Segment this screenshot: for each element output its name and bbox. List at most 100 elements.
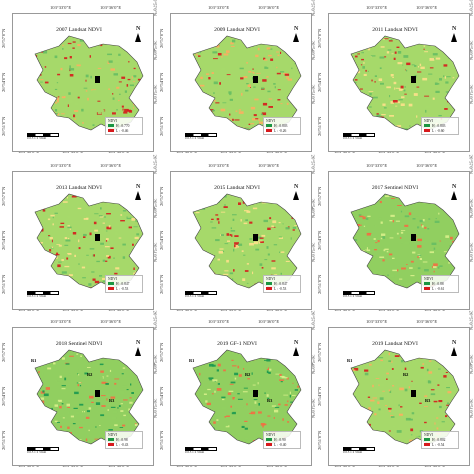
map-legend: NDVI H : 0.847 L : -0.53 bbox=[263, 275, 301, 293]
legend-high-value: H : 0.803 bbox=[274, 123, 288, 128]
scale-label: 0 0.5 1 2 3 Km bbox=[185, 135, 205, 140]
top-tick: 103°36'0"E bbox=[100, 5, 122, 10]
legend-low-value: L : -0.40 bbox=[274, 442, 287, 447]
left-tick: 26°51'0"N bbox=[1, 430, 6, 450]
ndvi-map bbox=[192, 35, 302, 131]
left-tick: 26°57'0"N bbox=[159, 342, 164, 362]
left-tick: 26°51'0"N bbox=[317, 430, 322, 450]
legend-high-value: H : 0.802 bbox=[432, 437, 446, 442]
legend-low-swatch bbox=[108, 443, 114, 446]
legend-low-swatch bbox=[266, 129, 272, 132]
map-frame: 2007 Landsat NDVI N NDVI H : 0.770 L : -0.46… bbox=[12, 13, 154, 152]
map-title: 2019 GF-1 NDVI bbox=[217, 341, 257, 347]
map-panel-9: 103°33'0"E103°36'0"E103°30'0"E103°33'0"E… bbox=[317, 311, 473, 468]
scale-bar: 0 0.5 1 2 3 Km bbox=[27, 291, 65, 298]
map-frame: 2018 Sentinel NDVI N R1 R2 R3 NDVI H : 0.98 L :… bbox=[12, 327, 154, 466]
top-tick: 103°36'0"E bbox=[416, 5, 438, 10]
north-arrow-icon: N bbox=[291, 184, 301, 200]
map-panel-5: 103°33'0"E103°36'0"E103°30'0"E103°33'0"E… bbox=[159, 155, 315, 312]
map-legend: NDVI H : 0.90 L : -0.40 bbox=[263, 431, 301, 449]
legend-low-swatch bbox=[424, 443, 430, 446]
top-tick: 103°33'0"E bbox=[208, 319, 230, 324]
legend-high-value: H : 0.90 bbox=[274, 437, 286, 442]
left-tick: 26°57'0"N bbox=[1, 28, 6, 48]
left-tick: 26°57'0"N bbox=[159, 28, 164, 48]
ndvi-map bbox=[192, 349, 302, 445]
left-tick: 26°54'0"N bbox=[159, 72, 164, 92]
ndvi-map bbox=[350, 35, 460, 131]
scale-label: 0 0.5 1 2 3 Km bbox=[343, 135, 363, 140]
region-label-r1: R1 bbox=[189, 358, 195, 363]
top-tick: 103°33'0"E bbox=[208, 5, 230, 10]
legend-low-swatch bbox=[424, 129, 430, 132]
legend-low-swatch bbox=[108, 287, 114, 290]
left-tick: 26°54'0"N bbox=[317, 230, 322, 250]
scale-label: 0 0.5 1 2 3 Km bbox=[27, 293, 47, 298]
region-label-r1: R1 bbox=[31, 358, 37, 363]
legend-title: NDVI bbox=[424, 433, 433, 437]
legend-high-value: H : 0.88 bbox=[432, 281, 444, 286]
map-title: 2013 Landsat NDVI bbox=[56, 185, 102, 191]
left-tick: 26°57'0"N bbox=[1, 342, 6, 362]
map-legend: NDVI H : 0.88 L : -0.61 bbox=[421, 275, 459, 293]
map-legend: NDVI H : 0.803 L : -0.26 bbox=[263, 117, 301, 135]
legend-low-swatch bbox=[266, 443, 272, 446]
legend-low-swatch bbox=[266, 287, 272, 290]
scale-bar-graphic bbox=[185, 133, 217, 137]
legend-low-value: L : -0.46 bbox=[116, 128, 129, 133]
top-tick: 103°33'0"E bbox=[50, 5, 72, 10]
legend-high-swatch bbox=[424, 124, 430, 127]
legend-title: NDVI bbox=[108, 277, 117, 281]
top-tick: 103°36'0"E bbox=[416, 163, 438, 168]
legend-high-swatch bbox=[108, 282, 114, 285]
ndvi-map bbox=[350, 349, 460, 445]
legend-high-value: H : 0.847 bbox=[116, 281, 130, 286]
left-tick: 26°51'0"N bbox=[159, 116, 164, 136]
map-frame: 2019 Landsat NDVI N R1 R2 R3 NDVI H : 0.802 L :… bbox=[328, 327, 470, 466]
map-title: 2019 Landsat NDVI bbox=[372, 341, 418, 347]
left-tick: 26°54'0"N bbox=[1, 72, 6, 92]
region-label-r2: R2 bbox=[403, 372, 409, 377]
legend-high-swatch bbox=[266, 124, 272, 127]
legend-title: NDVI bbox=[424, 119, 433, 123]
legend-low-value: L : -0.26 bbox=[274, 128, 287, 133]
left-tick: 26°57'0"N bbox=[317, 342, 322, 362]
legend-title: NDVI bbox=[424, 277, 433, 281]
legend-high-value: H : 0.847 bbox=[274, 281, 288, 286]
scale-label: 0 0.5 1 2 3 Km bbox=[343, 449, 363, 454]
region-label-r1: R1 bbox=[347, 358, 353, 363]
left-tick: 26°54'0"N bbox=[1, 386, 6, 406]
legend-low-value: L : -0.60 bbox=[432, 128, 445, 133]
legend-high-value: H : 0.98 bbox=[116, 437, 128, 442]
map-frame: 2019 GF-1 NDVI N R1 R2 R3 NDVI H : 0.90 L : -0.… bbox=[170, 327, 312, 466]
scale-bar-graphic bbox=[185, 447, 217, 451]
top-tick: 103°36'0"E bbox=[258, 5, 280, 10]
map-title: 2009 Landsat NDVI bbox=[214, 27, 260, 33]
scale-bar: 0 0.5 1 2 3 Km bbox=[27, 447, 65, 454]
top-tick: 103°33'0"E bbox=[366, 163, 388, 168]
scale-bar-graphic bbox=[185, 291, 217, 295]
left-tick: 26°51'0"N bbox=[317, 274, 322, 294]
legend-title: NDVI bbox=[266, 433, 275, 437]
north-arrow-icon: N bbox=[449, 340, 459, 356]
legend-title: NDVI bbox=[108, 119, 117, 123]
scale-label: 0 0.5 1 2 3 Km bbox=[185, 293, 205, 298]
map-title: 2018 Sentinel NDVI bbox=[55, 341, 103, 347]
scale-bar-graphic bbox=[27, 133, 59, 137]
top-tick: 103°36'0"E bbox=[100, 163, 122, 168]
legend-high-swatch bbox=[266, 282, 272, 285]
map-title: 2011 Landsat NDVI bbox=[372, 27, 418, 33]
top-tick: 103°33'0"E bbox=[366, 5, 388, 10]
legend-low-swatch bbox=[108, 129, 114, 132]
region-label-r3: R3 bbox=[425, 398, 431, 403]
legend-low-value: L : -0.53 bbox=[116, 286, 129, 291]
north-arrow-icon: N bbox=[291, 340, 301, 356]
map-title: 2007 Landsat NDVI bbox=[56, 27, 102, 33]
map-panel-6: 103°33'0"E103°36'0"E103°30'0"E103°33'0"E… bbox=[317, 155, 473, 312]
map-panel-7: 103°33'0"E103°36'0"E103°30'0"E103°33'0"E… bbox=[1, 311, 157, 468]
scale-bar: 0 0.5 1 2 3 Km bbox=[343, 447, 381, 454]
scale-bar-graphic bbox=[343, 133, 375, 137]
legend-high-swatch bbox=[108, 438, 114, 441]
scale-bar-graphic bbox=[27, 291, 59, 295]
scale-bar: 0 0.5 1 2 3 Km bbox=[343, 291, 381, 298]
